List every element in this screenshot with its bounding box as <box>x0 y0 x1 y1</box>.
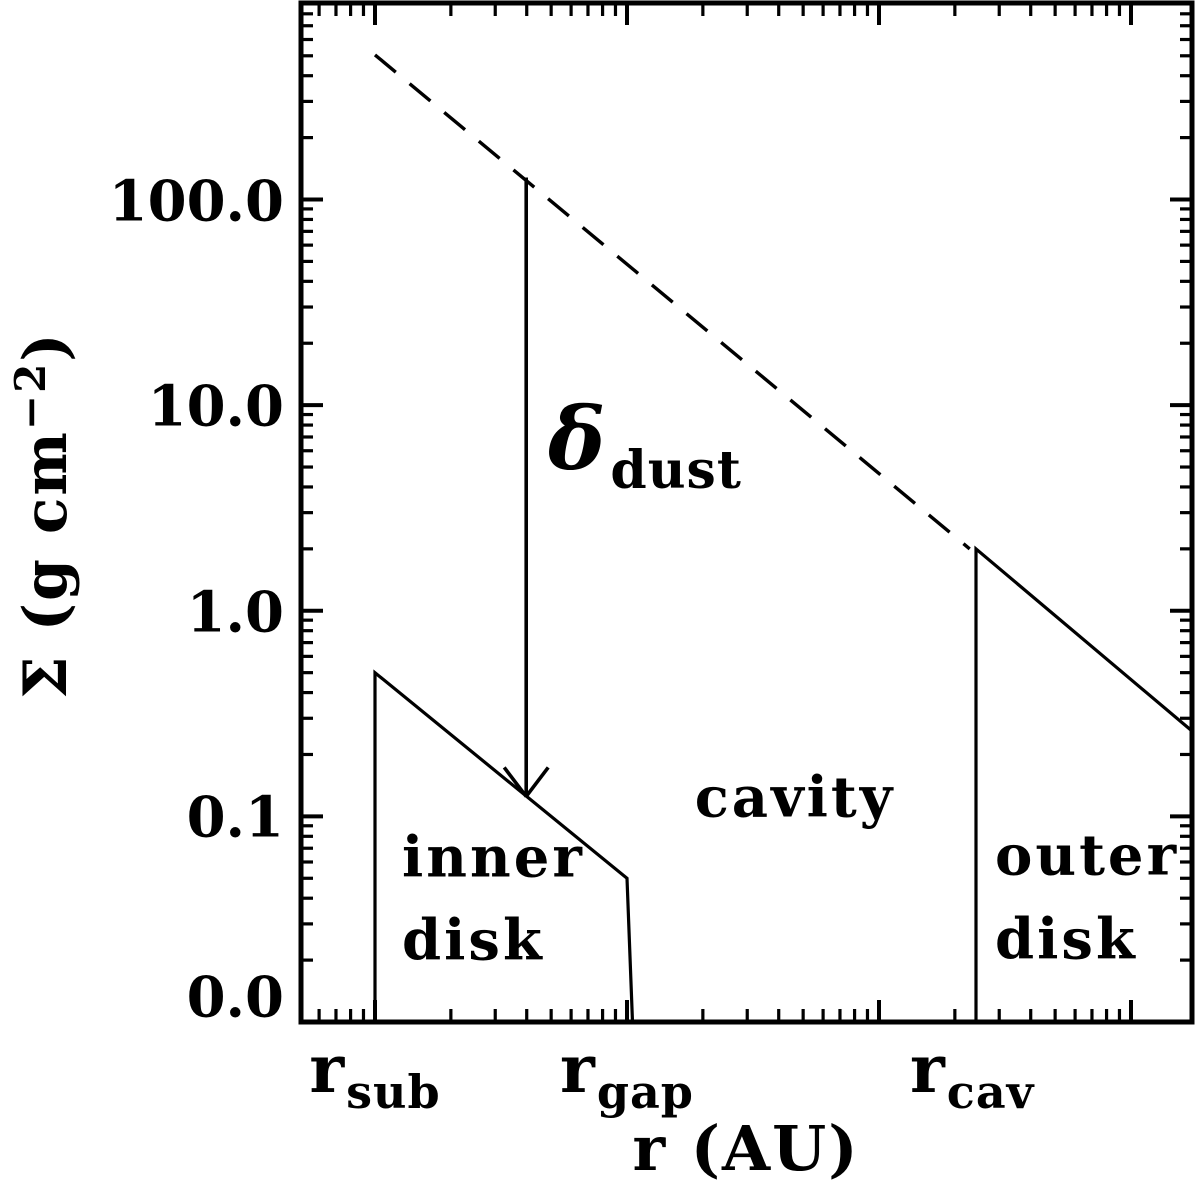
depletion-arrowhead <box>524 766 550 798</box>
outer-disk-label-line2: disk <box>995 906 1138 973</box>
inner-disk-profile-line <box>373 669 635 1023</box>
delta-dust-subscript: dust <box>610 440 742 501</box>
x-tick-label: rsub <box>309 1036 440 1115</box>
y-axis-title: Σ (g cm−2) <box>6 331 81 698</box>
delta-symbol: δ <box>548 389 606 490</box>
x-axis-title: r (AU) <box>632 1111 860 1185</box>
y-axis-title-close-paren: ) <box>11 331 81 362</box>
y-tick-label: 1.0 <box>186 579 284 646</box>
x-tick-label-base: r <box>309 1030 345 1108</box>
gas-profile-line <box>373 53 971 551</box>
y-axis-title-text: Σ (g cm <box>11 430 81 699</box>
x-tick-label-base: r <box>910 1030 945 1108</box>
inner-disk-label-line2: disk <box>402 907 545 974</box>
y-tick-label: 0.1 <box>186 785 284 852</box>
x-tick-label: rgap <box>560 1036 694 1115</box>
x-tick-label-base: r <box>560 1030 595 1108</box>
depletion-arrowhead <box>502 766 528 798</box>
y-axis-title-superscript: −2 <box>6 361 55 431</box>
x-tick-label-sub: gap <box>596 1064 694 1119</box>
x-tick-label: rcav <box>910 1036 1034 1115</box>
outer-disk-profile-line <box>974 545 1194 1022</box>
delta-dust-label: δ dust <box>548 397 742 497</box>
inner-disk-label-line1: inner <box>402 824 585 891</box>
x-tick-label-sub: sub <box>346 1064 441 1119</box>
y-tick-label: 100.0 <box>108 168 284 235</box>
outer-disk-label-line1: outer <box>995 822 1180 889</box>
cavity-label: cavity <box>694 764 896 831</box>
x-tick-label-sub: cav <box>946 1064 1035 1119</box>
y-tick-label: 10.0 <box>147 373 284 440</box>
y-tick-label: 0.0 <box>186 964 284 1031</box>
